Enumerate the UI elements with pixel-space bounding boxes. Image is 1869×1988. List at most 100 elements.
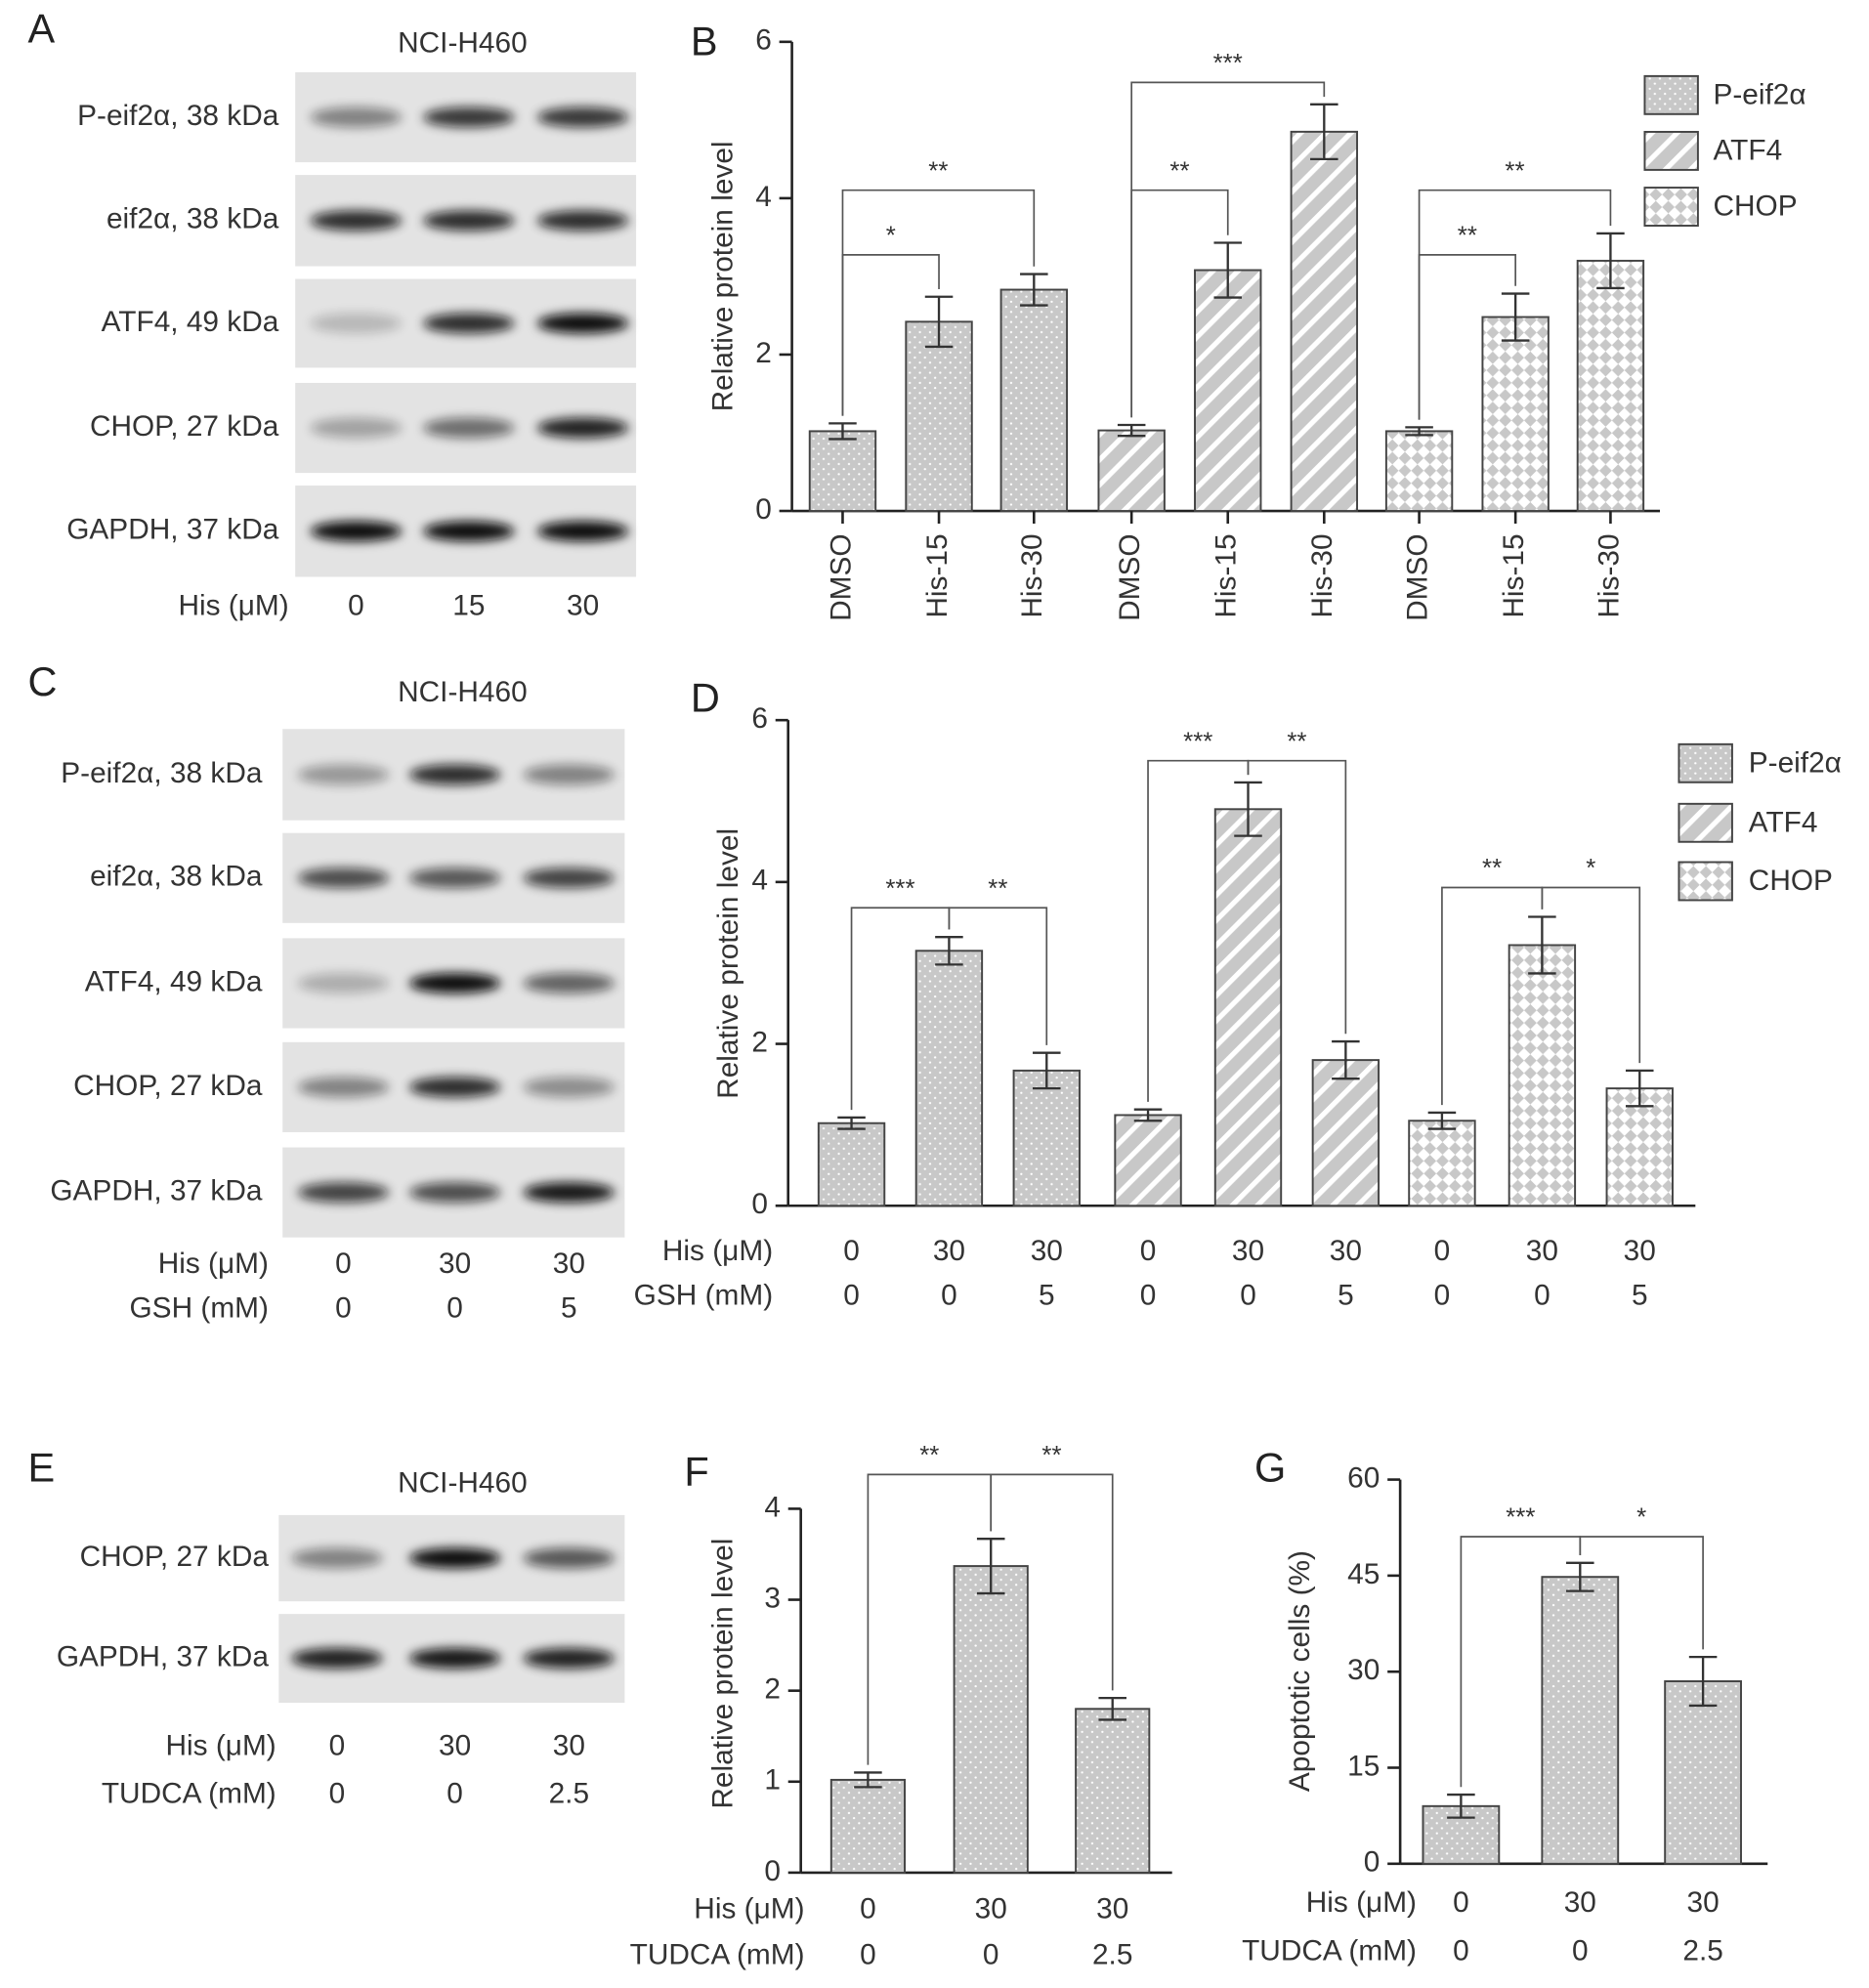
error-bar [1427, 1111, 1457, 1130]
condition-value: 2.5 [549, 1778, 589, 1810]
x-tick-label: 0 [1240, 1280, 1256, 1312]
blot-band [536, 210, 629, 232]
significance-bracket [1579, 1536, 1704, 1650]
significance-label: ** [1458, 223, 1477, 250]
blot-band [536, 521, 629, 542]
blot-row-label: GAPDH, 37 kDa [50, 1174, 262, 1206]
blot-band [523, 973, 616, 994]
significance-label: ** [928, 157, 948, 185]
legend-label: P-eif2α [1713, 79, 1805, 111]
panel-letter: A [28, 5, 56, 51]
x-row-label: TUDCA (mM) [630, 1938, 805, 1970]
error-bar [1117, 423, 1146, 438]
x-tick-label: 0 [1453, 1886, 1469, 1919]
panel-letter: F [684, 1448, 708, 1494]
x-row-label: TUDCA (mM) [1242, 1935, 1417, 1967]
condition-label: His (μM) [178, 590, 288, 622]
blot-band [291, 1648, 383, 1669]
condition-value: 30 [553, 1729, 585, 1761]
blot-row-label: CHOP, 27 kDa [80, 1541, 270, 1573]
legend-swatch [1643, 131, 1699, 171]
x-tick-label: 0 [860, 1938, 876, 1970]
error-bar [976, 1537, 1005, 1595]
condition-value: 0 [335, 1292, 352, 1325]
x-tick-label: DMSO [825, 533, 857, 621]
error-bar [1332, 1039, 1360, 1080]
condition-value: 30 [439, 1248, 471, 1280]
x-tick-label: 0 [1453, 1935, 1469, 1967]
x-tick-label: 0 [843, 1280, 860, 1312]
blot-band [536, 106, 629, 128]
error-bar [828, 422, 857, 441]
panel-letter: B [691, 18, 718, 63]
blot-band [423, 313, 515, 334]
y-tick-label: 2 [755, 337, 772, 369]
panel-letter: D [691, 675, 720, 721]
blot-band [408, 764, 501, 785]
condition-value: 30 [553, 1248, 585, 1280]
error-bar [1596, 232, 1625, 290]
blot-band [408, 973, 501, 994]
condition-value: 15 [452, 590, 485, 622]
x-tick-label: 30 [933, 1235, 965, 1267]
x-tick-label: 2.5 [1682, 1935, 1722, 1967]
condition-label: GSH (mM) [130, 1292, 269, 1325]
blot-band [310, 313, 403, 334]
y-axis-label: Apoptotic cells (%) [1284, 1550, 1316, 1792]
y-tick-label: 4 [751, 865, 768, 897]
x-tick-label: 30 [1526, 1235, 1558, 1267]
blot-band [310, 106, 403, 128]
blot-band [408, 1547, 501, 1569]
x-tick-label: 0 [843, 1235, 860, 1267]
x-tick-label: 0 [1434, 1280, 1451, 1312]
significance-bracket [948, 907, 1048, 1045]
blot-row-label: ATF4, 49 kDa [102, 306, 279, 338]
error-bar [924, 295, 954, 349]
blot-band [523, 867, 616, 889]
significance-label: *** [1506, 1504, 1535, 1532]
blot-row-label: eif2α, 38 kDa [90, 861, 263, 893]
blot-band [291, 1547, 383, 1569]
error-bar [1033, 1051, 1061, 1090]
y-axis-label: Relative protein level [707, 141, 740, 411]
significance-label: ** [1287, 728, 1306, 755]
x-tick-label: 0 [1434, 1235, 1451, 1267]
x-tick-label: 5 [1632, 1280, 1648, 1312]
x-tick-label: 5 [1338, 1280, 1354, 1312]
bar [817, 1121, 886, 1207]
significance-label: * [1586, 855, 1595, 882]
y-tick-label: 45 [1347, 1558, 1380, 1590]
x-tick-label: His-30 [1593, 533, 1625, 617]
legend-swatch [1678, 861, 1733, 902]
y-tick-label: 0 [764, 1855, 781, 1887]
x-tick-label: 0 [1140, 1235, 1157, 1267]
bar [953, 1565, 1029, 1874]
blot-title: NCI-H460 [398, 26, 528, 59]
bar [1605, 1087, 1674, 1207]
y-tick-label: 2 [751, 1026, 768, 1058]
blot-band [310, 210, 403, 232]
x-row-label: His (μM) [662, 1235, 773, 1267]
y-tick-label: 0 [751, 1188, 768, 1220]
blot-band [423, 521, 515, 542]
condition-value: 5 [561, 1292, 577, 1325]
error-bar [837, 1116, 866, 1130]
x-tick-label: 30 [1232, 1235, 1264, 1267]
significance-label: ** [1169, 157, 1189, 185]
y-tick-label: 0 [755, 493, 772, 526]
significance-label: ** [988, 875, 1007, 903]
error-bar [1133, 1108, 1163, 1122]
condition-value: 0 [329, 1778, 346, 1810]
legend-label: ATF4 [1749, 806, 1818, 838]
bar [1290, 130, 1359, 512]
significance-bracket [1418, 189, 1612, 420]
error-bar [1625, 1069, 1654, 1108]
x-row-label: His (μM) [1306, 1886, 1417, 1919]
blot-band [310, 417, 403, 439]
bar [1097, 429, 1166, 512]
blot-band [523, 764, 616, 785]
blot-band [297, 1182, 390, 1203]
bar [1311, 1059, 1381, 1207]
bar [1408, 1120, 1476, 1207]
